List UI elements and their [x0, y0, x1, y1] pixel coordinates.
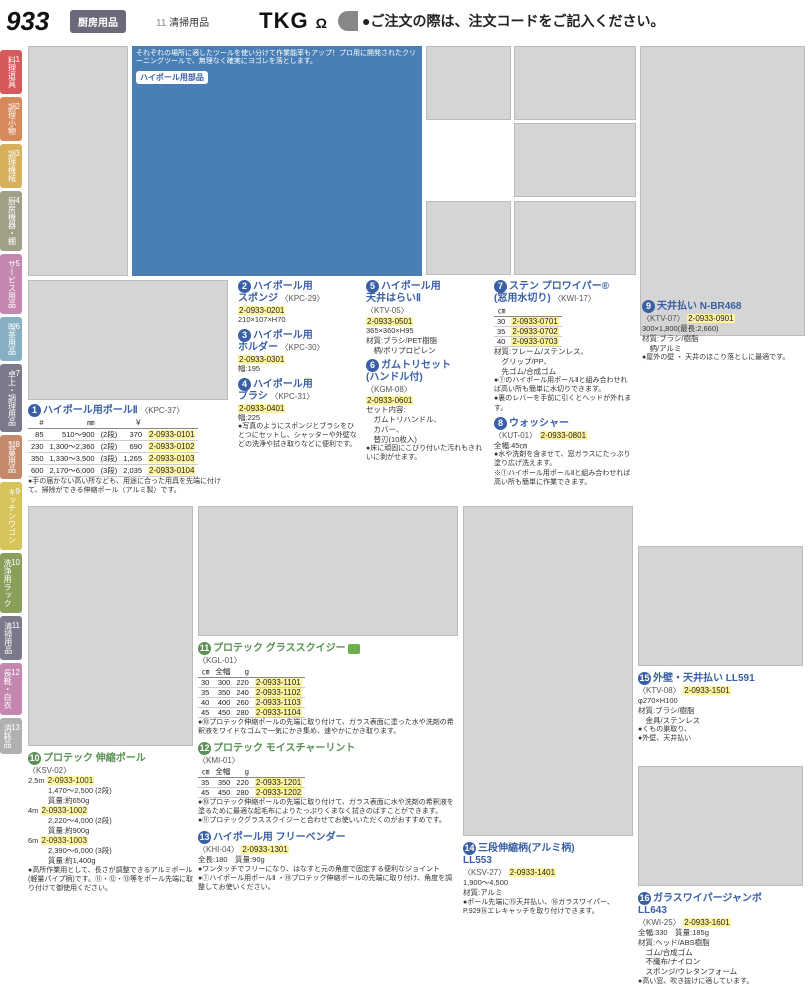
- sidebar-item: 7卓上・調理用品: [0, 364, 22, 432]
- product-photo-10: [28, 506, 193, 746]
- category-tag: 厨房用品: [70, 10, 126, 33]
- table-11: ㎝全幅g303002202-0933-1101353502402-0933-11…: [198, 666, 305, 718]
- product-photo-14: [463, 506, 633, 836]
- product-photo-6b: [426, 201, 511, 275]
- product-7-8: 7ステン プロワイパー® (窓用水切り) 〈KWI-17〉 ㎝302-0933-…: [494, 280, 634, 487]
- badge-1: 1: [28, 404, 41, 417]
- product-photo-15: [638, 546, 803, 666]
- product-11: 11プロテック グラススクイジー 〈KGL-01〉 ㎝全幅g303002202-…: [198, 642, 458, 893]
- product-10: 10プロテック 伸縮ポール 〈KSV-02〉 2.5m 2-0933-10011…: [28, 752, 193, 893]
- product-15: 15外壁・天井払い LL591 〈KTV-08〉 2-0933-1501 φ27…: [638, 672, 803, 743]
- order-notice: ●ご注文の際は、注文コードをご記入ください。: [338, 11, 806, 31]
- sidebar-item: 6喫茶用品: [0, 317, 22, 361]
- table-7: ㎝302-0933-0701352-0933-0702402-0933-0703: [494, 305, 562, 347]
- sidebar-item: 9キッチンワゴン: [0, 482, 22, 550]
- sidebar-item: 4厨房機器・棚: [0, 191, 22, 251]
- diagram-label: ハイポール用部品: [136, 71, 208, 84]
- note-1: ●手の届かない高い所なども、用途に合った用具を先端に付けて、掃除ができる伸縮ポー…: [28, 477, 233, 495]
- product-photo-11-12-13: [198, 506, 458, 636]
- product-photo-7: [514, 46, 636, 120]
- page-header: 933 厨房用品 11 清掃用品 TKG Ω ●ご注文の際は、注文コードをご記入…: [0, 0, 812, 42]
- diagram-intro: それぞれの場所に適したツールを使い分けて作業能率もアップ！プロ用に開発されたクリ…: [136, 50, 418, 67]
- sidebar-item: 2調理小物: [0, 97, 22, 141]
- sidebar-item: 8製菓用品: [0, 435, 22, 479]
- product-16: 16ガラスワイパージャンボ LL643 〈KWI-25〉 2-0933-1601…: [638, 892, 803, 986]
- product-5-6: 5ハイポール用 天井はらいⅡ 〈KTV-05〉 2-0933-0501 365×…: [366, 280, 486, 462]
- sidebar-item: 10洗浄用ラック: [0, 553, 22, 613]
- sidebar-item: 3調理機械: [0, 144, 22, 188]
- eco-icon: [348, 644, 360, 654]
- product-14: 14三段伸縮柄(アルミ柄) LL553 〈KSV-27〉 2-0933-1401…: [463, 842, 633, 916]
- title-1: ハイポール用ポールⅡ: [43, 405, 138, 416]
- table-12: ㎝全幅g353502202-0933-1201454502802-0933-12…: [198, 766, 305, 798]
- table-1: #㎜￥85510～900(2段)3702-0933-01012301,300～2…: [28, 417, 198, 477]
- sidebar-item: 1料理道具: [0, 50, 22, 94]
- product-9: 9天井払い N-BR468 〈KTV-07〉 2-0933-0901 300×1…: [642, 300, 802, 362]
- product-photo-16: [638, 766, 803, 886]
- brand-logo: TKG Ω: [259, 8, 328, 34]
- sidebar-item: 5サービス用品: [0, 254, 22, 314]
- diagram-hipole-parts: それぞれの場所に適したツールを使い分けて作業能率もアップ！プロ用に開発されたクリ…: [132, 46, 422, 276]
- product-photo-8b: [514, 201, 636, 275]
- product-2-3-4: 2ハイポール用 スポンジ 〈KPC-29〉 2-0933-0201 210×10…: [238, 280, 358, 450]
- sidebar-item: 13消耗品: [0, 718, 22, 754]
- product-photo-6: [426, 46, 511, 120]
- product-photo-9: [640, 46, 805, 336]
- category-sidebar: 1料理道具 2調理小物 3調理機械 4厨房機器・棚 5サービス用品 6喫茶用品 7卓上・調理…: [0, 50, 24, 757]
- product-1: 1ハイポール用ポールⅡ 〈KPC-37〉 #㎜￥85510～900(2段)370…: [28, 404, 233, 495]
- page-number: 933: [6, 6, 66, 37]
- subcategory: 11 清掃用品: [156, 14, 209, 29]
- sidebar-item: 11清掃用品: [0, 616, 22, 660]
- product-photo-8: [514, 123, 636, 197]
- product-photo-234: [28, 280, 228, 400]
- sidebar-item: 12長靴・白衣: [0, 663, 22, 715]
- product-photo-poles: [28, 46, 128, 276]
